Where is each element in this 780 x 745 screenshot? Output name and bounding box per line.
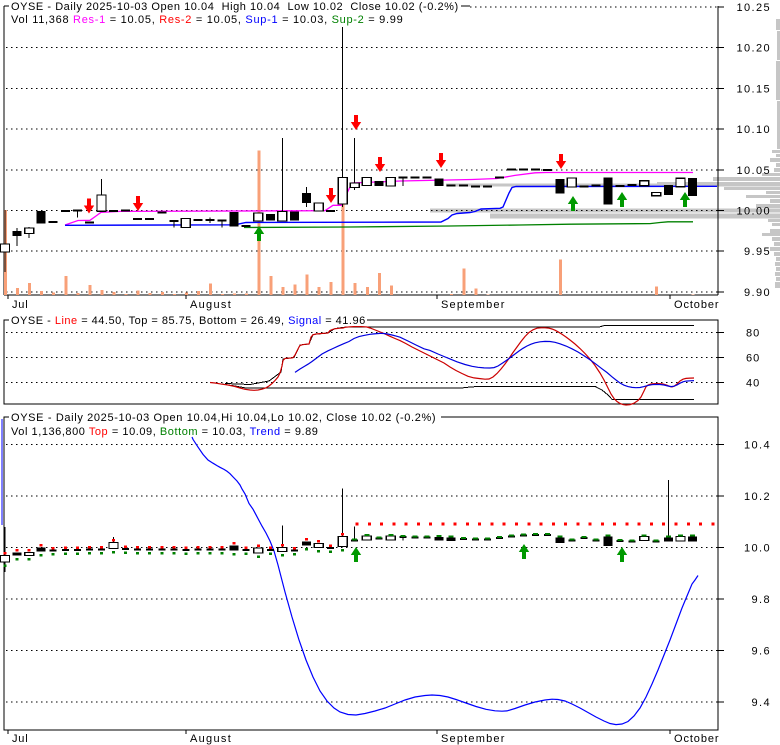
svg-text:40: 40 xyxy=(746,378,760,390)
svg-text:80: 80 xyxy=(746,328,760,340)
svg-text:10.05: 10.05 xyxy=(736,165,771,177)
svg-text:9.6: 9.6 xyxy=(752,646,772,658)
svg-text:Jul: Jul xyxy=(12,733,28,745)
svg-text:10.20: 10.20 xyxy=(736,43,771,55)
svg-text:10.25: 10.25 xyxy=(736,2,771,14)
svg-text:10.10: 10.10 xyxy=(736,124,771,136)
svg-text:9.8: 9.8 xyxy=(752,594,772,606)
svg-text:September: September xyxy=(441,733,506,745)
svg-text:October: October xyxy=(674,299,719,311)
svg-text:10.4: 10.4 xyxy=(744,440,771,452)
svg-text:9.4: 9.4 xyxy=(752,697,772,709)
svg-text:OYSE - Daily 2025-10-03 Open 1: OYSE - Daily 2025-10-03 Open 10.04,Hi 10… xyxy=(11,412,436,424)
svg-text:OYSE - Line = 44.50, Top = 85.: OYSE - Line = 44.50, Top = 85.75, Bottom… xyxy=(11,315,366,327)
svg-text:September: September xyxy=(441,299,506,311)
svg-text:October: October xyxy=(674,733,719,745)
svg-text:August: August xyxy=(190,299,232,311)
svg-text:10.2: 10.2 xyxy=(744,491,771,503)
svg-text:9.90: 9.90 xyxy=(744,287,771,299)
svg-text:10.0: 10.0 xyxy=(744,543,771,555)
svg-text:10.00: 10.00 xyxy=(736,206,771,218)
svg-text:10.15: 10.15 xyxy=(736,83,771,95)
svg-text:Vol 1,136,800 Top = 10.09, Bot: Vol 1,136,800 Top = 10.09, Bottom = 10.0… xyxy=(11,426,318,438)
svg-text:August: August xyxy=(190,733,232,745)
svg-text:9.95: 9.95 xyxy=(744,246,771,258)
svg-text:60: 60 xyxy=(746,353,760,365)
svg-text:Jul: Jul xyxy=(12,299,28,311)
svg-text:Vol 11,368 Res-1 = 10.05, Res-: Vol 11,368 Res-1 = 10.05, Res-2 = 10.05,… xyxy=(11,14,403,26)
svg-text:OYSE - Daily 2025-10-03 Open 1: OYSE - Daily 2025-10-03 Open 10.04 High … xyxy=(11,1,459,13)
